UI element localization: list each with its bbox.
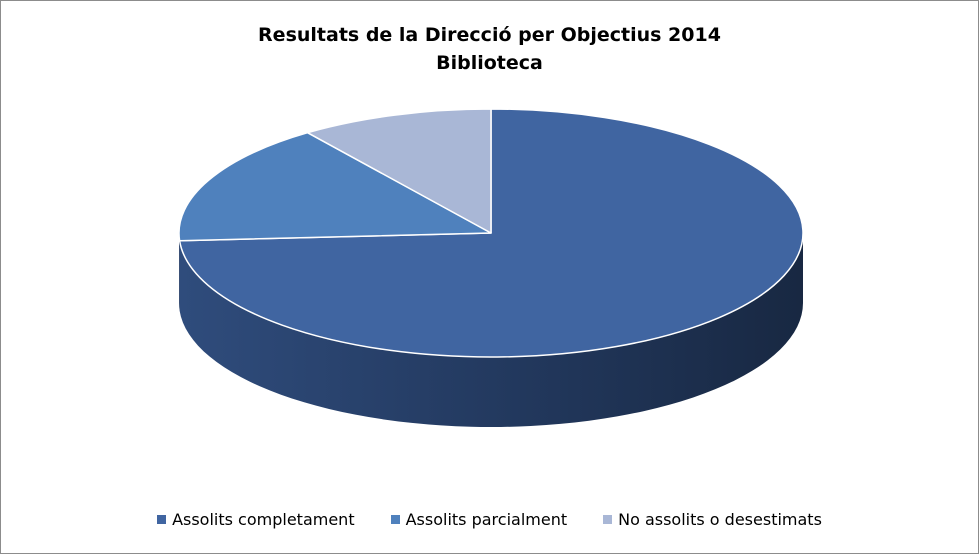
chart-subtitle: Biblioteca (436, 52, 543, 74)
pie-sides (179, 233, 803, 427)
pie-slice-no-assolits-o-desestimats (306, 108, 492, 234)
pie-slice-assolits-parcialment (178, 131, 492, 242)
legend-label: No assolits o desestimats (618, 510, 822, 529)
chart-title: Resultats de la Direcció per Objectius 2… (1, 21, 978, 77)
pie-side-assolits-completament (179, 233, 803, 427)
legend-swatch (157, 515, 167, 524)
legend-swatch (603, 515, 613, 524)
legend-item: Assolits parcialment (390, 510, 568, 529)
legend-item: Assolits completament (157, 510, 355, 529)
legend-label: Assolits parcialment (405, 510, 568, 529)
chart-legend: Assolits completament Assolits parcialme… (1, 510, 978, 529)
legend-label: Assolits completament (172, 510, 355, 529)
pie-top (178, 108, 804, 358)
legend-swatch (390, 515, 400, 524)
chart-title-line: Resultats de la Direcció per Objectius 2… (258, 24, 721, 46)
pie-side-assolits-parcialment (179, 233, 180, 311)
legend-item: No assolits o desestimats (603, 510, 822, 529)
